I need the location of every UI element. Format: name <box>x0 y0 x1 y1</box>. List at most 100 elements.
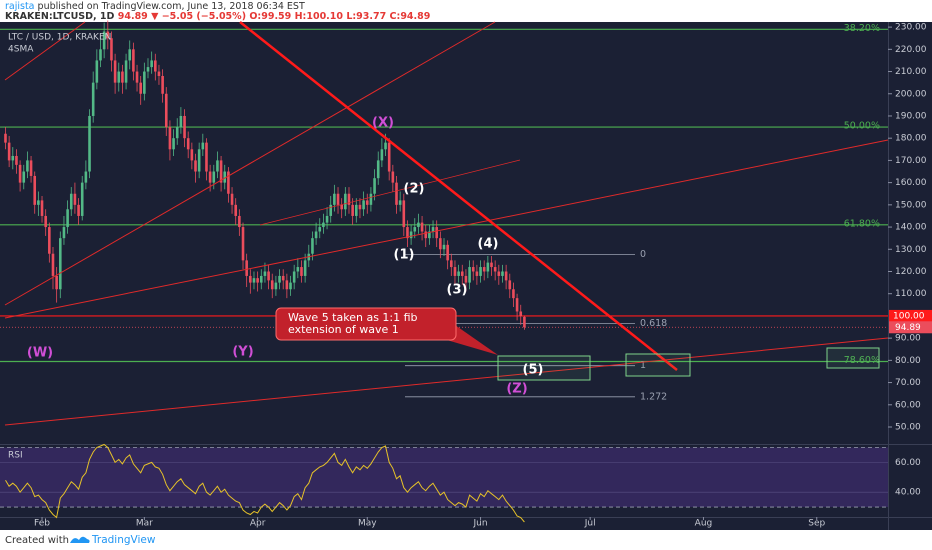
candle-body <box>110 38 113 61</box>
candle-body <box>69 193 73 210</box>
target-box <box>826 347 880 369</box>
x-tick-label: Apr <box>250 519 266 529</box>
candle-body <box>234 204 238 216</box>
candle-body <box>333 193 336 205</box>
candle-body <box>471 267 475 272</box>
candle-body <box>508 280 512 290</box>
candle-body <box>523 316 526 328</box>
y-tick-label: 170.00 <box>895 156 927 166</box>
y-tick-label: 210.00 <box>895 67 927 77</box>
candle-body <box>249 275 252 283</box>
candle-body <box>11 155 15 161</box>
author[interactable]: rajista <box>5 1 35 12</box>
header: rajista published on TradingView.com, Ju… <box>5 1 305 12</box>
candle-body <box>179 115 183 128</box>
wave-label: (1) <box>394 248 415 263</box>
candle-body <box>44 215 47 228</box>
candle-body <box>512 289 515 299</box>
candle-body <box>406 227 409 239</box>
rsi-line <box>5 443 525 523</box>
drawings <box>4 21 889 426</box>
y-tick-label: 200.00 <box>895 89 927 99</box>
y-tick-label: 60.00 <box>895 400 921 410</box>
trend-line <box>4 21 496 306</box>
y-tick-label: 160.00 <box>895 178 927 188</box>
rsi-title: RSI <box>8 451 23 461</box>
change: ▼ −5.05 (−5.05%) <box>151 11 246 22</box>
candle-body <box>351 204 354 216</box>
candle-body <box>336 193 340 205</box>
candle-body <box>263 271 267 276</box>
candle-body <box>431 227 435 232</box>
fib-label: 61.80% <box>844 218 880 229</box>
fib-ext-label: 0 <box>640 249 646 260</box>
candle-body <box>88 115 91 172</box>
candle-body <box>183 115 186 139</box>
candle-body <box>106 31 110 39</box>
candle-body <box>227 171 230 194</box>
x-tick-label: Sep <box>808 519 825 529</box>
candle-body <box>274 282 278 290</box>
candle-body <box>402 200 406 228</box>
footer-created: Created with <box>5 535 69 546</box>
candle-body <box>26 160 29 172</box>
candle-body <box>132 49 135 72</box>
candle-body <box>497 271 501 276</box>
fib-label: 50.00% <box>844 121 880 132</box>
fib-label: 78.60% <box>844 355 880 366</box>
candle-body <box>519 311 523 316</box>
candle-body <box>460 271 464 276</box>
candle-body <box>7 142 11 161</box>
candle-body <box>124 60 128 83</box>
footer-brand[interactable]: TradingView <box>91 534 156 546</box>
candle-body <box>135 71 139 83</box>
candle-body <box>15 155 18 165</box>
legend-sma: 4SMA <box>8 45 34 55</box>
wave-label: (3) <box>447 283 468 298</box>
y-tick-label: 110.00 <box>895 289 927 299</box>
candle-body <box>515 298 519 312</box>
rsi-tick-label: 40.00 <box>895 488 921 498</box>
candle-body <box>486 262 490 272</box>
candle-body <box>424 231 428 239</box>
candle-body <box>450 260 453 268</box>
candle-body <box>373 178 376 194</box>
main-trend-line <box>239 21 678 371</box>
candle-body <box>22 171 26 183</box>
x-tick-label: May <box>358 519 377 529</box>
candle-body <box>300 267 303 276</box>
y-tick-label: 230.00 <box>895 23 927 33</box>
candle-body <box>212 171 216 183</box>
target-box <box>625 353 691 377</box>
candle-body <box>468 267 471 283</box>
callout-text: Wave 5 taken as 1:1 fib <box>288 311 418 324</box>
candle-body <box>289 282 292 290</box>
candle-body <box>439 238 442 250</box>
low: L:93.77 <box>346 11 386 22</box>
header-bg <box>0 0 932 22</box>
candle-body <box>267 271 270 281</box>
candle-body <box>238 215 241 228</box>
rsi-tick-label: 60.00 <box>895 458 921 468</box>
candle-body <box>80 182 84 216</box>
y-tick-label: 150.00 <box>895 200 927 210</box>
candle-body <box>58 238 62 290</box>
candle-body <box>387 142 391 172</box>
candle-body <box>340 204 343 210</box>
candle-body <box>354 204 358 216</box>
x-tick-label: Jun <box>473 519 488 529</box>
candle-body <box>164 93 168 128</box>
candle-body <box>285 280 289 290</box>
candle-body <box>428 231 431 239</box>
wave-label: (X) <box>372 116 394 131</box>
candle-body <box>344 193 347 210</box>
candle-body <box>33 175 37 205</box>
last-price-tag <box>889 321 932 334</box>
candle-body <box>453 267 457 276</box>
x-tick-label: Feb <box>34 519 50 529</box>
candle-body <box>311 238 314 254</box>
footer-bg <box>0 530 932 550</box>
symbol-line: KRAKEN:LTCUSD, 1D 94.89 ▼ −5.05 (−5.05%)… <box>5 11 430 22</box>
candle-body <box>128 49 132 61</box>
candle-body <box>230 193 234 205</box>
